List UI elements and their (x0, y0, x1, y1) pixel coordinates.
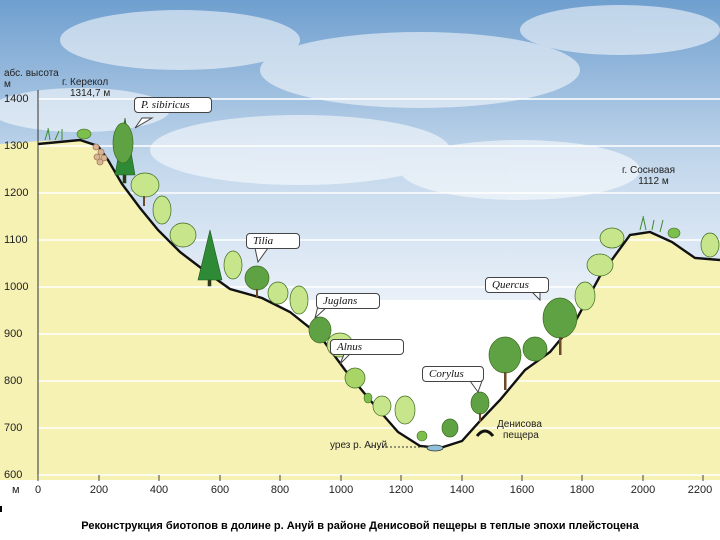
x-tick-1000: 1000 (328, 484, 354, 496)
y-tick-800: 800 (4, 375, 23, 387)
cave-entrance-icon (475, 429, 495, 437)
river-water (426, 444, 444, 452)
river-label: урез р. Ануй (330, 440, 388, 451)
y-tick-1300: 1300 (4, 140, 29, 152)
y-tick-1400: 1400 (4, 93, 29, 105)
y-tick-900: 900 (4, 328, 23, 340)
peak-sosnovaya-name: г. Сосновая (622, 165, 676, 176)
x-tick-200: 200 (89, 484, 109, 496)
cave-label: Денисова пещера (497, 419, 542, 441)
callout-tilia: Tilia (246, 233, 300, 249)
y-tick-1000: 1000 (4, 281, 29, 293)
rock-cluster (92, 143, 108, 166)
figure-caption: Реконструкция биотопов в долине р. Ануй … (0, 512, 720, 540)
x-tick-1600: 1600 (509, 484, 535, 496)
callout-juglans: Juglans (316, 293, 380, 309)
bushes (76, 128, 681, 442)
y-tick-600: 600 (4, 469, 23, 481)
peak-sosnovaya-height: 1112 м (638, 176, 669, 187)
callout-quercus: Quercus (485, 277, 549, 293)
peak-kerekol-name: г. Керекол (62, 77, 109, 88)
x-tick-0: 0 (34, 484, 42, 496)
x-tick-800: 800 (270, 484, 290, 496)
peak-label-sosnovaya: г. Сосновая 1112 м (622, 165, 675, 187)
cave-label-line1: Денисова (497, 419, 542, 430)
y-axis-title-line2: м (4, 79, 11, 90)
x-tick-2200: 2200 (687, 484, 713, 496)
y-tick-1200: 1200 (4, 187, 29, 199)
x-tick-1400: 1400 (449, 484, 475, 496)
summit-vegetation (44, 127, 664, 233)
x-tick-1200: 1200 (388, 484, 414, 496)
callout-corylus: Corylus (422, 366, 484, 382)
peak-label-kerekol: г. Керекол 1314,7 м (60, 77, 110, 99)
callout-p-sibiricus: P. sibiricus (134, 97, 212, 113)
callout-alnus: Alnus (330, 339, 404, 355)
x-tick-2000: 2000 (630, 484, 656, 496)
y-axis-title: абс. высота м (4, 68, 59, 90)
clouds (0, 5, 720, 200)
ground-fill (0, 140, 720, 480)
x-axis-ticks (37, 475, 704, 481)
x-tick-400: 400 (149, 484, 169, 496)
y-tick-700: 700 (4, 422, 23, 434)
y-axis-title-line1: абс. высота (4, 68, 59, 79)
y-tick-1100: 1100 (4, 234, 28, 246)
x-tick-600: 600 (210, 484, 230, 496)
cave-label-line2: пещера (503, 430, 539, 441)
x-axis-unit: м (12, 484, 20, 496)
peak-kerekol-height: 1314,7 м (70, 88, 111, 99)
x-tick-1800: 1800 (569, 484, 595, 496)
